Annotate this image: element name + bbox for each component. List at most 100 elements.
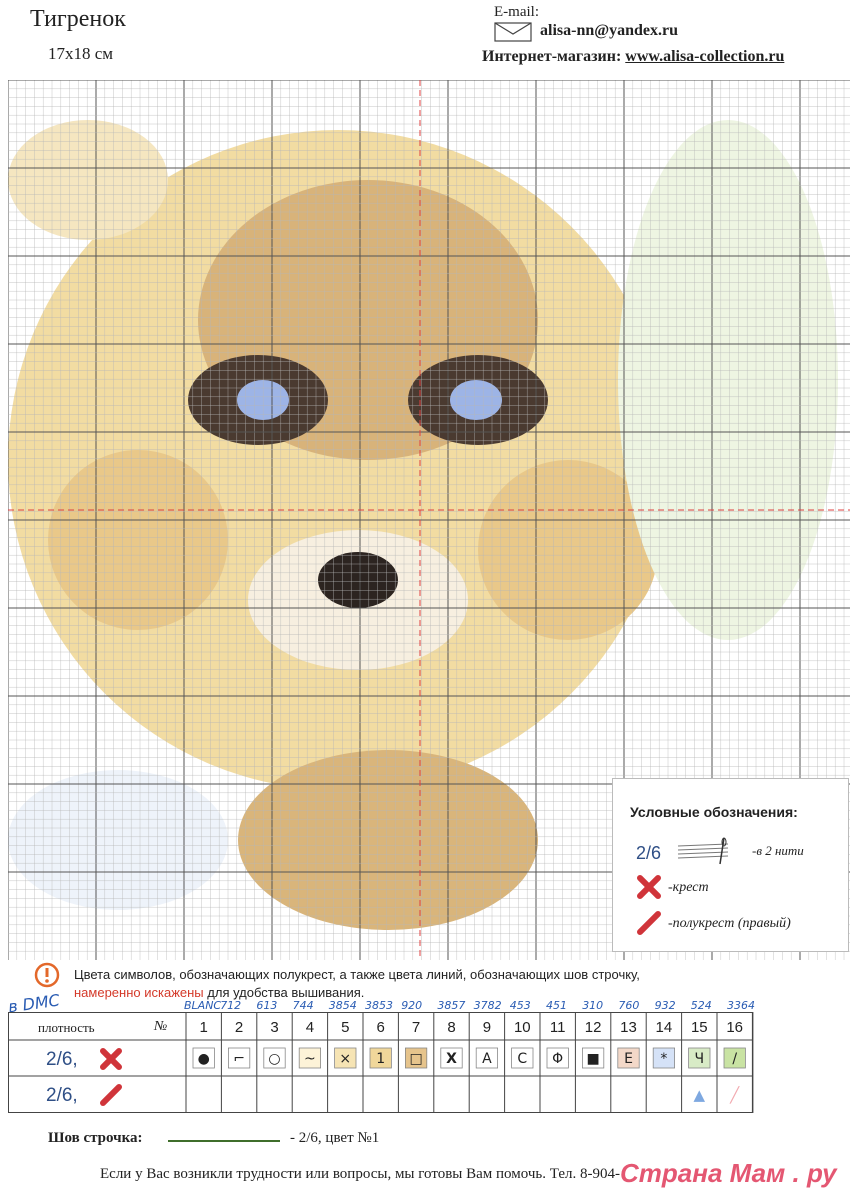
color-number: 7 — [412, 1019, 420, 1036]
color-number: 1 — [200, 1019, 208, 1036]
symbol-swatch — [334, 1047, 357, 1069]
color-number: 2 — [235, 1019, 243, 1036]
symbol-swatch — [723, 1047, 746, 1069]
dmc-code: 920 — [401, 999, 422, 1012]
dmc-code: 932 — [655, 999, 676, 1012]
symbol-swatch — [546, 1047, 569, 1069]
dmc-code: 3364 — [727, 999, 755, 1012]
stitch-label: Шов строчка: — [48, 1130, 143, 1146]
design-area — [618, 120, 838, 640]
stitch-symbol: * — [660, 1051, 667, 1067]
color-number: 9 — [483, 1019, 491, 1036]
legend-cross-label: -крест — [668, 880, 709, 895]
chart-size: 17x18 см — [48, 44, 114, 63]
stitch-text: - 2/6, цвет №1 — [290, 1130, 380, 1146]
symbol-swatch — [582, 1047, 605, 1069]
dmc-code: 744 — [293, 999, 314, 1012]
symbol-swatch — [298, 1047, 322, 1069]
color-number: 11 — [550, 1019, 566, 1036]
thread-icon — [677, 837, 729, 865]
design-area — [238, 750, 538, 930]
color-number: 4 — [306, 1019, 314, 1036]
warning-icon — [34, 962, 60, 988]
half-stitch-icon — [100, 1084, 122, 1106]
note-line-2: намеренно искажены для удобства вышивани… — [74, 984, 640, 1002]
row-half-label: 2/6, — [46, 1085, 78, 1106]
legend-density: 2/6 — [636, 843, 662, 863]
shop-line: Интернет-магазин: www.alisa-collection.r… — [482, 48, 784, 66]
symbol-swatch — [688, 1047, 711, 1069]
dmc-code: 3854 — [329, 999, 357, 1012]
number-header: № — [153, 1019, 167, 1034]
color-key-table: плотность № 2/6, 2/6, 1 ● 2 ⌐ 3 ○ 4 ~5 × 6 1 7 □ 8 X 9 A 10 C 1… — [8, 1012, 754, 1113]
color-number: 12 — [585, 1019, 602, 1036]
cross-stitch-chart — [8, 80, 850, 960]
shop-label: Интернет-магазин: — [482, 48, 622, 65]
envelope-icon — [494, 22, 532, 42]
symbol-swatch — [227, 1047, 251, 1069]
half-stitch-icon — [637, 911, 661, 935]
legend-title: Условные обозначения: — [630, 804, 798, 820]
stitch-symbol: A — [482, 1051, 492, 1067]
note-line-1: Цвета символов, обозначающих полукрест, … — [74, 967, 640, 982]
dmc-code: 613 — [256, 999, 277, 1012]
dmc-code: 3782 — [474, 999, 502, 1012]
symbol-swatch — [511, 1047, 534, 1069]
half-stitch-symbol: ▲ — [694, 1086, 706, 1104]
color-note: Цвета символов, обозначающих полукрест, … — [74, 966, 640, 1002]
dmc-code: 3853 — [365, 999, 393, 1012]
legend-half-label: -полукрест (правый) — [668, 916, 791, 931]
color-number: 13 — [620, 1019, 637, 1036]
symbol-swatch — [440, 1047, 463, 1069]
note-rest-text: для удобства вышивания. — [203, 985, 365, 1000]
cross-stitch-icon — [100, 1048, 122, 1070]
stitch-symbol: ⌐ — [233, 1051, 245, 1067]
symbol-swatch — [475, 1047, 499, 1069]
color-number: 15 — [691, 1019, 708, 1036]
stitch-line-sample — [168, 1140, 280, 1142]
stitch-symbol: □ — [409, 1051, 422, 1067]
dmc-code: 524 — [691, 999, 712, 1012]
color-number: 8 — [447, 1019, 455, 1036]
symbol-swatch — [404, 1047, 428, 1069]
dmc-codes: BLANC 712 613 744 3854 3853 920 3857 3782 453 451 3… — [184, 999, 755, 1012]
symbol-swatch — [192, 1047, 215, 1069]
stitch-symbol: / — [732, 1051, 737, 1067]
design-area — [318, 552, 398, 608]
stitch-symbol: ○ — [268, 1051, 280, 1067]
dmc-code: 451 — [546, 999, 567, 1012]
shop-link[interactable]: www.alisa-collection.ru — [625, 48, 785, 65]
legend-threads: -в 2 нити — [752, 843, 804, 858]
stitch-symbol: C — [517, 1051, 527, 1067]
chart-title: Тигренок — [30, 6, 126, 32]
color-number: 3 — [270, 1019, 278, 1036]
note-red-text: намеренно искажены — [74, 985, 204, 1000]
email-link[interactable]: alisa-nn@yandex.ru — [540, 22, 679, 39]
row-cross-label: 2/6, — [46, 1049, 78, 1070]
dmc-code: 453 — [510, 999, 531, 1012]
stitch-symbol: Ч — [694, 1051, 704, 1067]
color-number: 5 — [341, 1019, 349, 1036]
symbol-swatch — [617, 1047, 640, 1069]
symbol-swatch — [369, 1047, 392, 1069]
color-number: 16 — [726, 1019, 743, 1036]
watermark: Страна Мам . ру — [620, 1158, 837, 1188]
design-area — [450, 380, 502, 420]
symbol-swatch — [652, 1047, 676, 1069]
footer-text: Если у Вас возникли трудности или вопрос… — [100, 1166, 620, 1182]
color-number: 10 — [514, 1019, 531, 1036]
dmc-code: 712 — [220, 999, 241, 1012]
dmc-code: 3857 — [437, 999, 465, 1012]
design-area — [48, 450, 228, 630]
stitch-symbol: ~ — [304, 1051, 316, 1067]
half-stitch-symbol: ╱ — [729, 1086, 740, 1104]
stitch-symbol: ■ — [586, 1051, 599, 1067]
color-number: 14 — [656, 1019, 673, 1036]
symbol-swatch — [263, 1047, 286, 1069]
density-header: плотность — [38, 1020, 95, 1035]
stitch-symbol: Φ — [552, 1051, 563, 1067]
stitch-symbol: × — [339, 1051, 351, 1067]
email-label: E-mail: — [494, 4, 539, 20]
dmc-code: 760 — [618, 999, 639, 1012]
stitch-symbol: E — [624, 1051, 633, 1067]
